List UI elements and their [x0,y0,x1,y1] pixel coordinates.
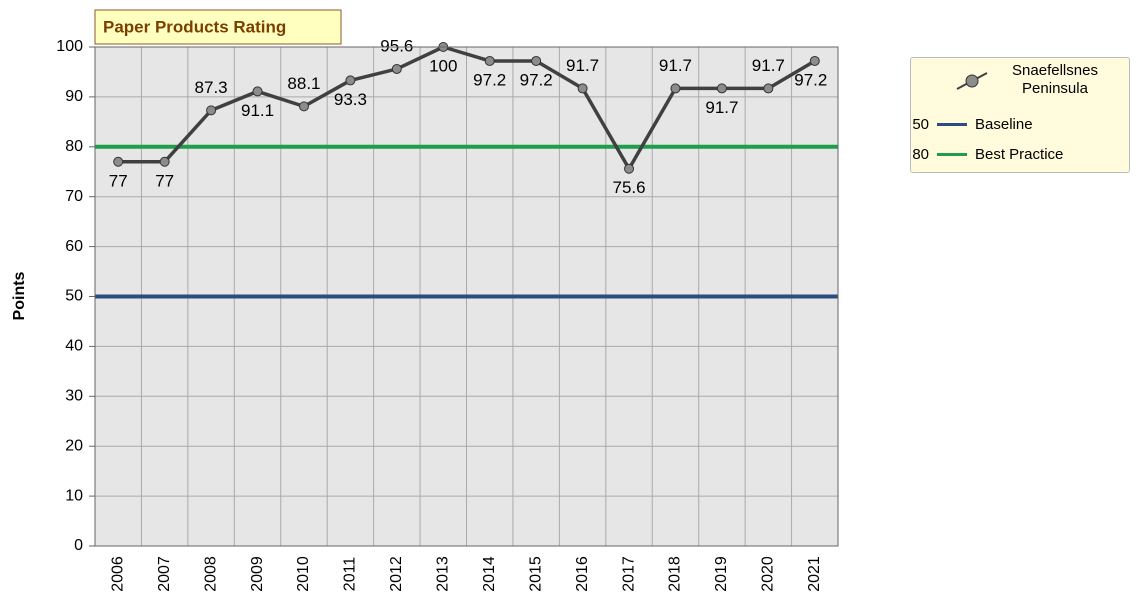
data-label: 97.2 [794,70,827,89]
data-label: 91.7 [705,98,738,117]
data-point [809,55,820,66]
data-point [531,55,542,66]
y-tick-label: 40 [65,338,83,355]
data-point [763,83,774,94]
data-point [298,101,309,112]
data-label: 91.7 [566,56,599,75]
data-point [113,156,124,167]
x-tick-label: 2008 [202,556,219,592]
x-tick-label: 2006 [109,556,126,592]
data-point [670,83,681,94]
y-tick-label: 60 [65,238,83,255]
legend-swatch [937,123,967,126]
x-tick-label: 2014 [481,556,498,592]
legend-value: 50 [912,116,929,133]
x-tick-label: 2017 [620,556,637,592]
data-label: 95.6 [380,36,413,55]
y-tick-label: 30 [65,388,83,405]
data-point [252,86,263,97]
x-tick-label: 2016 [574,556,591,592]
y-tick-label: 0 [74,537,83,554]
y-tick-label: 20 [65,437,83,454]
data-point [716,83,727,94]
x-tick-label: 2010 [295,556,312,592]
x-tick-label: 2015 [527,556,544,592]
x-tick-label: 2020 [760,556,777,592]
data-point [577,83,588,94]
x-tick-label: 2012 [388,556,405,592]
legend: Snaefellsnes Peninsula 50 Baseline 80 Best P… [910,57,1130,173]
legend-label: Best Practice [975,146,1064,163]
legend-label: Baseline [975,116,1033,133]
legend-item: 80 Best Practice [901,146,1063,163]
data-label: 77 [155,171,174,190]
data-label: 97.2 [473,70,506,89]
x-tick-label: 2013 [435,556,452,592]
data-label: 77 [109,171,128,190]
chart-title: Paper Products Rating [103,17,286,36]
data-label: 75.6 [612,178,645,197]
x-tick-label: 2019 [713,556,730,592]
data-point [159,156,170,167]
data-label: 97.2 [520,70,553,89]
y-tick-label: 90 [65,88,83,105]
data-label: 91.7 [752,56,785,75]
y-tick-label: 80 [65,138,83,155]
data-label: 87.3 [195,78,228,97]
x-tick-label: 2018 [667,556,684,592]
data-label: 88.1 [287,74,320,93]
x-tick-label: 2009 [249,556,266,592]
x-tick-label: 2011 [342,557,359,592]
y-axis-label: Points [11,271,28,320]
series-line [118,45,816,171]
y-tick-label: 100 [56,38,83,55]
y-tick-label: 50 [65,288,83,305]
legend-value: 80 [912,146,929,163]
data-label: 91.7 [659,56,692,75]
data-point [206,105,217,116]
legend-item: Snaefellsnes Peninsula [955,62,1115,98]
title-box [94,9,342,45]
legend-icon [956,72,988,90]
legend-label: Snaefellsnes Peninsula [1012,62,1098,97]
data-point [484,55,495,66]
y-tick-label: 10 [65,487,83,504]
data-point [345,75,356,86]
data-label: 93.3 [334,90,367,109]
marks: 77 77 87.3 91.1 88.1 93.3 95.6 100 97.2 97.2 91.7 7… [95,36,838,299]
data-label: 91.1 [241,101,274,120]
y-tick-label: 70 [65,188,83,205]
plot-border [94,46,839,547]
legend-swatch [937,153,967,156]
data-label: 100 [429,56,457,75]
legend-marker [965,74,979,88]
x-tick-label: 2007 [156,556,173,592]
data-point [391,63,402,74]
data-point [624,163,635,174]
x-tick-label: 2021 [806,556,823,592]
legend-item: 50 Baseline [901,116,1033,133]
